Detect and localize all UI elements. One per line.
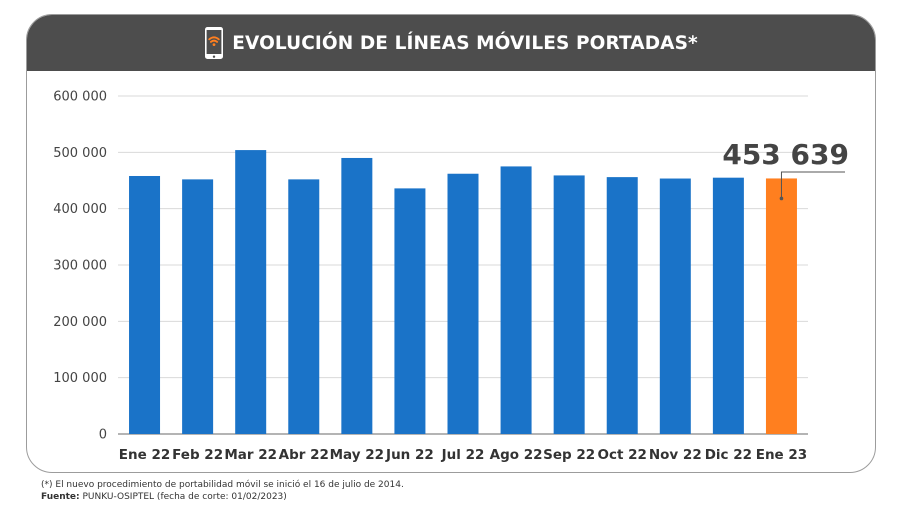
callout-leader-line: [780, 171, 845, 199]
bar-jun-22: [394, 188, 426, 434]
y-tick-label: 200 000: [53, 315, 107, 330]
x-tick-label: Feb 22: [172, 447, 223, 463]
bar-may-22: [341, 157, 373, 434]
y-tick-label: 100 000: [53, 371, 107, 386]
footnote-block: (*) El nuevo procedimiento de portabilid…: [41, 480, 404, 503]
x-axis-tick-labels: Ene 22 Feb 22 Mar 22 Abr 22 May 22 Jun 22 Jul …: [119, 447, 807, 463]
bar-nov-22: [659, 178, 691, 434]
y-tick-label: 600 000: [53, 90, 107, 105]
bar-feb-22: [182, 179, 214, 434]
source-line: Fuente: PUNKU-OSIPTEL (fecha de corte: 0…: [41, 492, 404, 504]
bar-mar-22: [235, 150, 267, 434]
x-tick-label: Nov 22: [649, 447, 702, 463]
source-text: PUNKU-OSIPTEL (fecha de corte: 01/02/202…: [82, 491, 287, 502]
bar-abr-22: [288, 179, 320, 434]
value-callout: 453 639: [722, 138, 849, 201]
x-tick-label: Ene 22: [119, 447, 170, 463]
x-tick-label: Mar 22: [224, 447, 277, 463]
x-tick-label: Sep 22: [543, 447, 595, 463]
x-tick-label: Jun 22: [385, 447, 434, 463]
bar-jul-22: [447, 173, 479, 435]
y-axis-tick-labels: 0 100 000 200 000 300 000 400 000 500 000 600 …: [53, 90, 107, 443]
x-tick-label: Ene 23: [756, 447, 807, 463]
y-tick-label: 0: [99, 428, 107, 443]
bar-sep-22: [553, 175, 585, 434]
y-tick-label: 500 000: [53, 146, 107, 161]
chart-header: EVOLUCIÓN DE LÍNEAS MÓVILES PORTADAS*: [27, 15, 875, 71]
callout-anchor-dot: [779, 196, 784, 201]
bar-ene-22: [129, 175, 161, 434]
x-tick-label: Ago 22: [490, 447, 543, 463]
x-tick-label: May 22: [330, 447, 384, 463]
x-tick-label: Dic 22: [705, 447, 752, 463]
x-tick-label: Oct 22: [598, 447, 647, 463]
x-tick-label: Jul 22: [441, 447, 485, 463]
x-tick-label: Abr 22: [279, 447, 329, 463]
y-tick-label: 400 000: [53, 202, 107, 217]
bar-ene-23: [765, 178, 797, 434]
bar-ago-22: [500, 166, 532, 434]
value-callout-label: 453 639: [722, 138, 849, 171]
bars: [129, 150, 797, 435]
smartphone-signal-icon: [205, 27, 224, 59]
bar-dic-22: [712, 177, 744, 434]
chart-title: EVOLUCIÓN DE LÍNEAS MÓVILES PORTADAS*: [232, 32, 698, 54]
footnote-text: (*) El nuevo procedimiento de portabilid…: [41, 480, 404, 490]
y-tick-label: 300 000: [53, 259, 107, 274]
source-label: Fuente:: [41, 491, 80, 502]
bar-oct-22: [606, 177, 638, 434]
